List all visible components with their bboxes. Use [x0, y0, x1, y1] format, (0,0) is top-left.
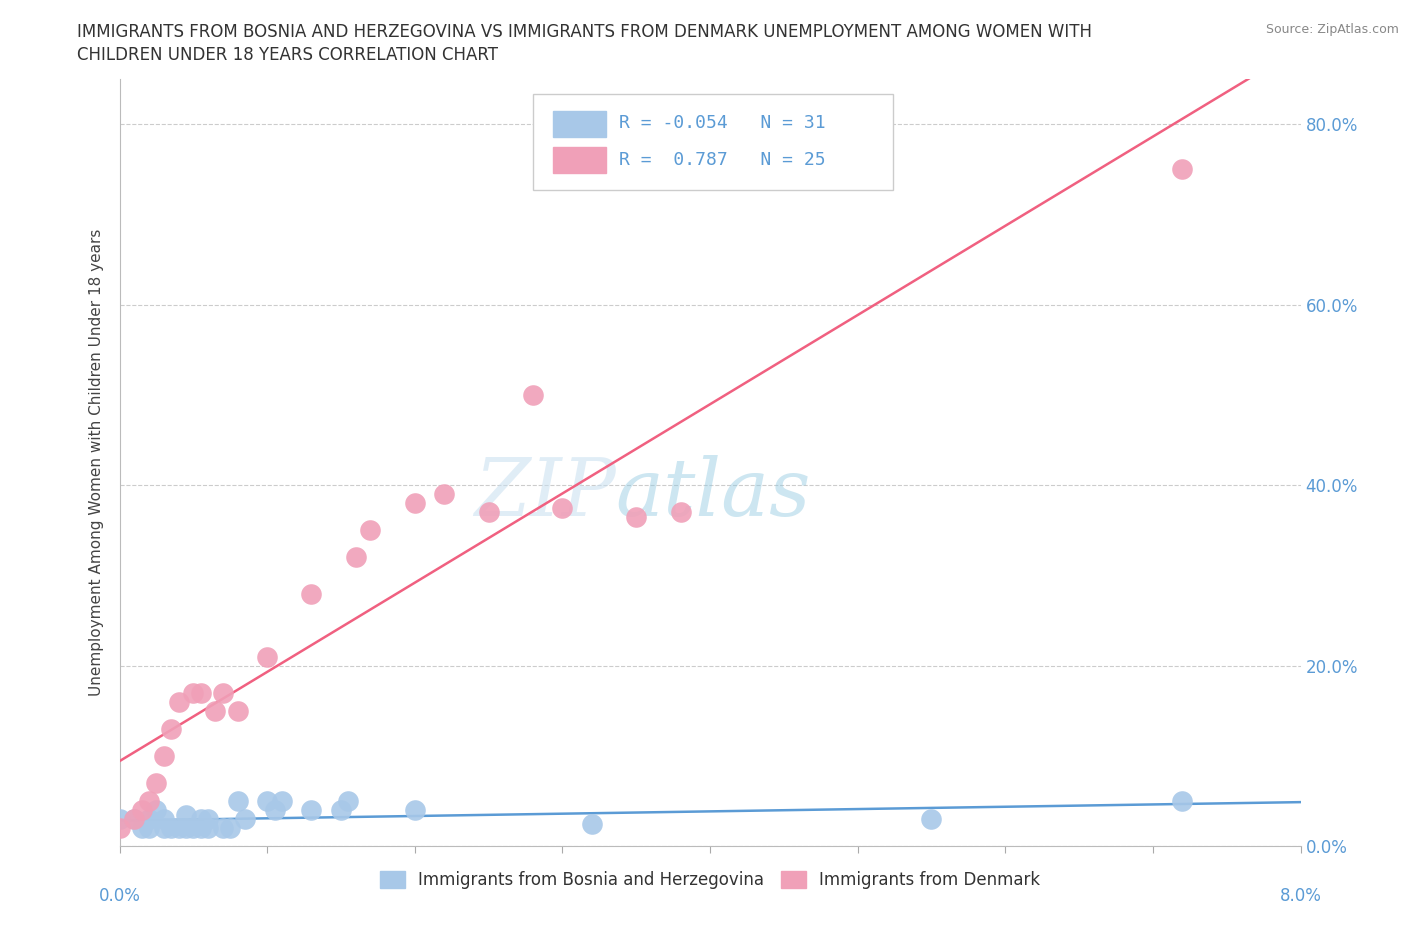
- Bar: [553, 147, 606, 173]
- Point: [1171, 793, 1194, 808]
- Point: [124, 812, 146, 827]
- FancyBboxPatch shape: [533, 95, 893, 191]
- Point: [131, 821, 153, 836]
- Point: [138, 821, 160, 836]
- Point: [329, 803, 352, 817]
- Point: [183, 821, 205, 836]
- Legend: Immigrants from Bosnia and Herzegovina, Immigrants from Denmark: Immigrants from Bosnia and Herzegovina, …: [373, 864, 1047, 896]
- Text: 8.0%: 8.0%: [1279, 887, 1322, 905]
- Text: 0.0%: 0.0%: [98, 887, 141, 905]
- Text: IMMIGRANTS FROM BOSNIA AND HERZEGOVINA VS IMMIGRANTS FROM DENMARK UNEMPLOYMENT A: IMMIGRANTS FROM BOSNIA AND HERZEGOVINA V…: [77, 23, 1092, 41]
- Point: [190, 685, 212, 700]
- Point: [226, 793, 249, 808]
- Point: [145, 776, 167, 790]
- Point: [477, 505, 501, 520]
- Text: atlas: atlas: [616, 455, 811, 532]
- Point: [183, 685, 205, 700]
- Point: [174, 821, 197, 836]
- Point: [551, 500, 574, 515]
- Point: [256, 649, 278, 664]
- Point: [197, 812, 219, 827]
- Point: [219, 821, 242, 836]
- Point: [301, 803, 323, 817]
- Point: [138, 812, 160, 827]
- Point: [167, 695, 190, 710]
- Text: Source: ZipAtlas.com: Source: ZipAtlas.com: [1265, 23, 1399, 36]
- Point: [624, 510, 647, 525]
- Point: [190, 812, 212, 827]
- Point: [131, 803, 153, 817]
- Point: [204, 703, 226, 718]
- Point: [145, 803, 167, 817]
- Point: [581, 817, 603, 831]
- Point: [1171, 162, 1194, 177]
- Point: [233, 812, 256, 827]
- Point: [256, 793, 278, 808]
- Point: [160, 821, 183, 836]
- Point: [153, 749, 174, 764]
- Text: R =  0.787   N = 25: R = 0.787 N = 25: [619, 151, 825, 168]
- Point: [167, 821, 190, 836]
- Point: [404, 496, 426, 511]
- Y-axis label: Unemployment Among Women with Children Under 18 years: Unemployment Among Women with Children U…: [89, 229, 104, 697]
- Point: [270, 793, 294, 808]
- Point: [337, 793, 360, 808]
- Text: CHILDREN UNDER 18 YEARS CORRELATION CHART: CHILDREN UNDER 18 YEARS CORRELATION CHAR…: [77, 46, 498, 64]
- Point: [174, 807, 197, 822]
- Point: [920, 812, 942, 827]
- Point: [211, 685, 233, 700]
- Point: [108, 821, 131, 836]
- Point: [669, 505, 692, 520]
- Text: ZIP: ZIP: [474, 455, 616, 532]
- Point: [226, 703, 249, 718]
- Point: [301, 586, 323, 601]
- Bar: [553, 111, 606, 137]
- Point: [153, 821, 174, 836]
- Point: [138, 793, 160, 808]
- Point: [124, 812, 146, 827]
- Point: [197, 821, 219, 836]
- Point: [360, 523, 382, 538]
- Point: [433, 486, 456, 501]
- Point: [263, 803, 285, 817]
- Point: [404, 803, 426, 817]
- Point: [153, 812, 174, 827]
- Point: [190, 821, 212, 836]
- Point: [108, 812, 131, 827]
- Point: [522, 388, 544, 403]
- Text: R = -0.054   N = 31: R = -0.054 N = 31: [619, 113, 825, 132]
- Point: [344, 550, 367, 565]
- Point: [160, 722, 183, 737]
- Point: [211, 821, 233, 836]
